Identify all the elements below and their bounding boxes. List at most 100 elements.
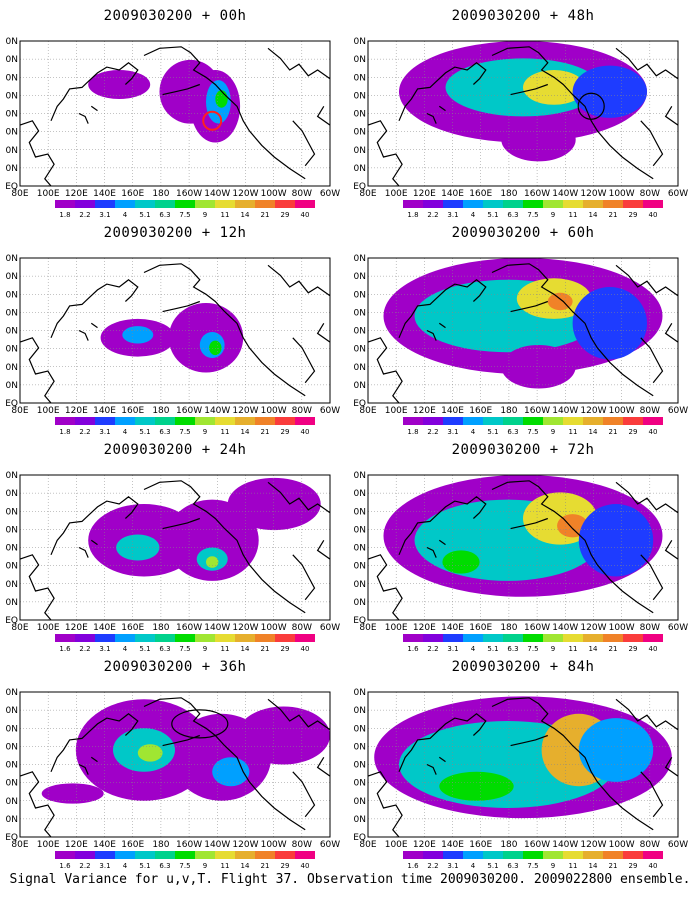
- colorbar-swatch: [603, 851, 623, 859]
- coastline: [367, 697, 679, 838]
- colorbar-level-label: 3.1: [447, 428, 458, 436]
- colorbar-swatch: [503, 851, 523, 859]
- colorbar-swatch: [295, 634, 315, 642]
- colorbar-swatch: [175, 851, 195, 859]
- colorbar-level-label: 2.2: [427, 862, 438, 870]
- coastline: [19, 697, 331, 838]
- y-tick-label: 60N: [353, 73, 366, 83]
- x-tick-label: 140E: [93, 189, 116, 196]
- panel-title: 2009030200 + 12h: [103, 225, 247, 241]
- x-tick-label: 100E: [37, 840, 60, 847]
- x-tick-label: 60W: [320, 623, 340, 630]
- colorbar-swatch: [443, 200, 463, 208]
- y-tick-label: 20N: [5, 146, 18, 156]
- colorbar-swatch: [603, 634, 623, 642]
- colorbar-level-label: 1.8: [407, 211, 418, 219]
- colorbar-swatch: [643, 200, 663, 208]
- colorbar-swatch: [55, 200, 75, 208]
- colorbar-level-label: 40: [649, 428, 658, 436]
- y-tick-label: 40N: [5, 761, 18, 771]
- colorbar-swatch: [523, 851, 543, 859]
- y-tick-label: 30N: [5, 779, 18, 789]
- x-tick-label: 100E: [37, 406, 60, 413]
- y-tick-label: EQ: [5, 833, 18, 843]
- map-frame: [367, 257, 679, 404]
- y-tick-label: EQ: [353, 182, 366, 192]
- coastline: [19, 480, 331, 621]
- y-tick-label: EQ: [5, 182, 18, 192]
- y-tick-label: 70N: [353, 489, 366, 499]
- colorbar-swatch: [115, 634, 135, 642]
- colorbar-swatch: [215, 634, 235, 642]
- panel-title: 2009030200 + 72h: [451, 442, 595, 458]
- colorbar-level-label: 40: [649, 862, 658, 870]
- colorbar-level-label: 6.3: [159, 645, 170, 653]
- x-tick-label: 100W: [261, 623, 287, 630]
- colorbar-level-label: 6.3: [507, 862, 518, 870]
- map-frame: [367, 474, 679, 621]
- x-tick-label: 160E: [469, 406, 492, 413]
- colorbar-swatch: [563, 417, 583, 425]
- y-tick-label: 60N: [353, 290, 366, 300]
- x-tick-label: 160W: [176, 840, 202, 847]
- colorbar-level-label: 21: [261, 428, 270, 436]
- colorbar-swatch: [423, 634, 443, 642]
- colorbar-level-label: 29: [629, 862, 638, 870]
- map-plot: 80E 100E 120E 140E 160E 180 160W 140W 120W 100W 80…: [5, 254, 340, 413]
- map-frame: [367, 691, 679, 838]
- x-tick-label: 80W: [292, 623, 312, 630]
- colorbar-swatch: [235, 417, 255, 425]
- y-tick-label: 30N: [5, 128, 18, 138]
- colorbar-level-label: 1.6: [59, 862, 71, 870]
- colorbar-level-label: 4: [471, 428, 476, 436]
- colorbar-swatch: [255, 200, 275, 208]
- y-tick-label: 20N: [353, 580, 366, 590]
- colorbar: 1.8 2.2 3.1 4 5.1 6.3 7.5 9 11 14 21 29 40: [403, 417, 663, 436]
- colorbar-swatch: [155, 634, 175, 642]
- colorbar: 1.6 2.2 3.1 4 5.1 6.3 7.5 9 11 14 21 29 40: [403, 851, 663, 870]
- colorbar-level-label: 1.8: [59, 211, 70, 219]
- colorbar-swatch: [75, 200, 95, 208]
- colorbar-level-label: 1.8: [59, 428, 70, 436]
- y-tick-label: EQ: [353, 399, 366, 409]
- colorbar-level-label: 40: [649, 645, 658, 653]
- colorbar-level-label: 1.6: [407, 645, 419, 653]
- map-content: [367, 692, 679, 838]
- colorbar-swatch: [295, 851, 315, 859]
- x-tick-label: 180: [152, 189, 169, 196]
- colorbar-level-label: 40: [649, 211, 658, 219]
- variance-contour-4: [572, 287, 647, 360]
- colorbar-swatch: [235, 634, 255, 642]
- coastline: [367, 46, 679, 187]
- coastline: [19, 46, 331, 187]
- colorbar-swatch: [195, 417, 215, 425]
- colorbar-swatch: [403, 634, 423, 642]
- x-tick-label: 160E: [469, 840, 492, 847]
- colorbar-swatch: [55, 851, 75, 859]
- colorbar-swatch: [155, 200, 175, 208]
- y-tick-label: 40N: [5, 544, 18, 554]
- x-tick-label: 120E: [413, 623, 436, 630]
- colorbar-level-label: 29: [281, 645, 290, 653]
- x-tick-label: 100W: [261, 406, 287, 413]
- y-tick-label: 10N: [5, 815, 18, 825]
- colorbar-level-label: 14: [241, 862, 250, 870]
- black-circle-annotation: [577, 92, 605, 120]
- colorbar-swatch: [75, 634, 95, 642]
- x-tick-label: 60W: [668, 840, 688, 847]
- x-tick-label: 100W: [609, 840, 635, 847]
- y-tick-label: 80N: [5, 37, 18, 47]
- x-tick-label: 180: [500, 406, 517, 413]
- x-tick-label: 80W: [640, 623, 660, 630]
- colorbar-swatch: [115, 851, 135, 859]
- map-content: [19, 692, 331, 838]
- y-tick-label: 10N: [353, 381, 366, 391]
- red-circle-annotation: [202, 110, 223, 131]
- x-tick-label: 140E: [441, 189, 464, 196]
- y-tick-label: 40N: [353, 327, 366, 337]
- colorbar-swatch: [235, 851, 255, 859]
- colorbar-swatch: [623, 851, 643, 859]
- colorbar-level-label: 29: [281, 862, 290, 870]
- colorbar-level-label: 5.1: [139, 645, 150, 653]
- panel-title: 2009030200 + 36h: [103, 659, 247, 675]
